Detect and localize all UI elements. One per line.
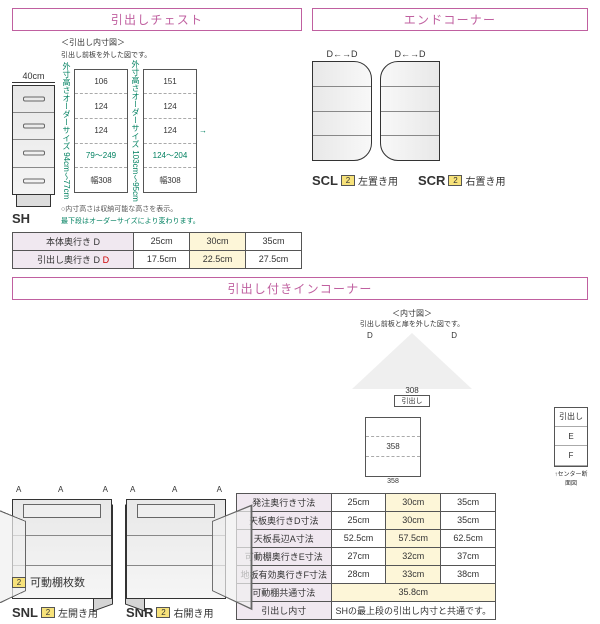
- inner-dim-a: 106 124 124 79〜249 幅308: [74, 69, 128, 193]
- drawer: [13, 140, 54, 167]
- shelf-count-badge: 2: [41, 607, 55, 618]
- legend: 2 可動棚枚数: [12, 574, 85, 590]
- section-view: 引出し E F ↑センター断面図: [554, 407, 588, 487]
- shelf-count-badge: 2: [12, 577, 26, 588]
- scr-label: SCR 2 右置き用: [418, 173, 505, 188]
- incorner-diagrams: AAA SNL 2 左開き用 AAA: [12, 308, 226, 620]
- top-sections: 引出しチェスト 40cm SH ＜引出し内寸図＞ 引出し前板を外した図です。: [0, 0, 600, 273]
- plinth: [16, 195, 51, 207]
- chest-diagram-row: 40cm SH ＜引出し内寸図＞ 引出し前板を外した図です。 外寸高さオーダーサ…: [12, 37, 302, 226]
- endcorner-title: エンドコーナー: [312, 8, 588, 31]
- chest-title: 引出しチェスト: [12, 8, 302, 31]
- row-label: 本体奥行き D: [13, 232, 134, 250]
- scl-unit: D←→D: [312, 61, 372, 161]
- inner-dim-b: 151 124 124 124〜204 幅308: [143, 69, 197, 193]
- drawer: [13, 168, 54, 194]
- chest-table: 本体奥行き D 25cm 30cm 35cm 引出し奥行き D D 17.5cm…: [12, 232, 302, 269]
- incorner-section: 引出し付きインコーナー AAA SNL 2 左開き用: [0, 273, 600, 624]
- row-label: 可動棚共通寸法: [237, 583, 332, 601]
- front-view: 358 358: [365, 417, 421, 485]
- shelf-count-badge: 2: [341, 175, 355, 186]
- corner-diagrams: D←→D D←→D: [312, 61, 588, 161]
- endcorner-section: エンドコーナー D←→D D←→D SCL 2 左置き用: [312, 8, 588, 269]
- incorner-table: 発注奥行き寸法25cm30cm35cm天板奥行きD寸法25cm30cm35cm天…: [236, 493, 496, 620]
- incorner-title: 引出し付きインコーナー: [12, 277, 588, 300]
- inner-sub: 引出し前板を外した図です。: [61, 50, 302, 60]
- chest-3d: 40cm SH: [12, 82, 55, 226]
- plan-view: D D 308 引出し: [347, 333, 477, 403]
- row-label: 引出し奥行き D D: [13, 250, 134, 268]
- range-b: 外寸高さオーダーサイズ 103cm〜95cm: [130, 60, 141, 202]
- shelf-count-badge: 2: [448, 175, 462, 186]
- inner-dim-block: ＜引出し内寸図＞ 引出し前板を外した図です。 外寸高さオーダーサイズ 94cm〜…: [61, 37, 302, 226]
- scl-label: SCL 2 左置き用: [312, 173, 398, 188]
- row-label: 地板有効奥行きF寸法: [237, 565, 332, 583]
- drawer: [13, 86, 54, 113]
- scr-unit: D←→D: [380, 61, 440, 161]
- drawer: [13, 113, 54, 140]
- range-a: 外寸高さオーダーサイズ 94cm〜77cm: [61, 62, 72, 199]
- note2: 最下段はオーダーサイズにより変わります。: [61, 216, 302, 226]
- chest-model: SH: [12, 211, 55, 226]
- chest-section: 引出しチェスト 40cm SH ＜引出し内寸図＞ 引出し前板を外した図です。: [12, 8, 302, 269]
- inner-caption: ＜引出し内寸図＞: [61, 37, 302, 48]
- arrow-icon: →: [199, 126, 207, 135]
- chest-width: 40cm: [22, 71, 44, 81]
- incorner-dims: ＜内寸図＞ 引出し前板と扉を外した図です。 D D 308 引出し 358: [236, 308, 588, 620]
- legend-text: 可動棚枚数: [30, 574, 85, 590]
- shelf-count-badge: 2: [156, 607, 170, 618]
- note1: ○内寸高さは収納可能な高さを表示。: [61, 204, 302, 214]
